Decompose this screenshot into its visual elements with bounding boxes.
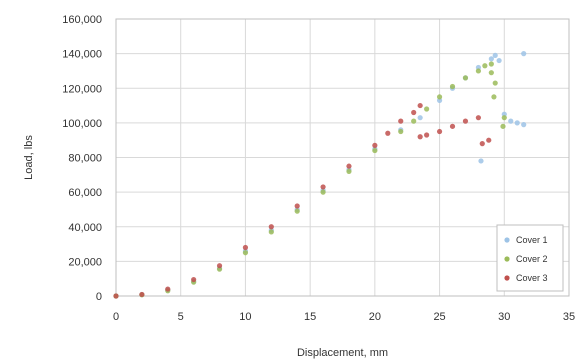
- data-point: [486, 137, 492, 143]
- x-axis-ticks: 0 5 10 15 20 25 30 35: [113, 311, 575, 323]
- series-3: [113, 102, 492, 299]
- data-point: [479, 141, 485, 147]
- y-tick-label: 20,000: [68, 256, 102, 268]
- data-point: [424, 106, 430, 112]
- x-axis-label: Displacement, mm: [297, 347, 388, 359]
- y-tick-label: 0: [96, 291, 102, 303]
- data-point: [139, 291, 145, 298]
- data-point: [478, 158, 484, 164]
- data-point: [113, 293, 119, 299]
- x-tick-label: 15: [304, 311, 316, 323]
- data-point: [372, 142, 378, 148]
- data-point: [492, 52, 498, 58]
- data-point: [449, 83, 456, 90]
- data-point: [436, 94, 443, 100]
- data-point: [436, 128, 443, 135]
- legend-marker: [504, 237, 510, 243]
- plot-area: [115, 18, 570, 297]
- data-point: [492, 80, 498, 86]
- data-point: [320, 184, 326, 190]
- data-point: [294, 208, 300, 214]
- x-tick-label: 25: [433, 311, 445, 323]
- data-point: [268, 229, 274, 235]
- y-axis-label: Load, lbs: [23, 135, 35, 180]
- legend-item: Cover 2: [516, 254, 548, 264]
- data-point: [488, 70, 494, 76]
- series-2: [113, 61, 507, 299]
- y-tick-label: 120,000: [62, 83, 102, 95]
- data-point: [424, 132, 430, 138]
- data-point: [521, 122, 527, 128]
- x-tick-label: 35: [563, 311, 575, 323]
- data-point: [216, 263, 223, 269]
- data-point: [491, 94, 497, 100]
- y-tick-label: 140,000: [62, 49, 102, 61]
- data-point: [417, 115, 423, 121]
- data-point: [500, 123, 506, 129]
- legend: Cover 1 Cover 2 Cover 3: [496, 224, 564, 292]
- x-tick-label: 10: [239, 311, 251, 323]
- data-point: [449, 123, 456, 129]
- data-point: [411, 118, 417, 124]
- x-tick-label: 20: [369, 311, 381, 323]
- data-point: [165, 286, 171, 292]
- data-point: [372, 147, 378, 154]
- data-point: [268, 224, 274, 230]
- legend-marker: [504, 256, 510, 262]
- data-point: [346, 168, 352, 174]
- data-point: [398, 128, 404, 135]
- x-tick-label: 30: [498, 311, 510, 323]
- x-tick-label: 5: [178, 311, 184, 323]
- y-axis-ticks: 0 20,000 40,000 60,000 80,000 100,000 120,000 1…: [62, 14, 102, 303]
- grid-lines: [115, 18, 570, 297]
- y-tick-label: 160,000: [62, 14, 102, 26]
- y-tick-label: 40,000: [68, 222, 102, 234]
- data-point: [514, 120, 520, 126]
- y-tick-label: 80,000: [68, 153, 102, 165]
- data-point: [242, 250, 249, 256]
- data-point: [417, 102, 423, 109]
- series-layer: [113, 51, 527, 299]
- data-point: [475, 115, 481, 121]
- data-point: [411, 109, 417, 116]
- data-point: [242, 244, 249, 251]
- data-point: [488, 61, 494, 67]
- data-point: [501, 115, 507, 121]
- legend-marker: [504, 275, 510, 281]
- data-point: [482, 63, 488, 69]
- data-point: [496, 57, 502, 64]
- data-point: [385, 130, 391, 136]
- data-point: [488, 56, 494, 62]
- data-point: [462, 118, 469, 124]
- x-tick-label: 0: [113, 311, 119, 323]
- data-point: [294, 203, 300, 209]
- data-point: [191, 276, 197, 283]
- data-point: [462, 75, 469, 81]
- data-point: [320, 189, 326, 195]
- legend-item: Cover 1: [516, 235, 548, 245]
- y-tick-label: 60,000: [68, 187, 102, 199]
- legend-item: Cover 3: [516, 273, 548, 283]
- y-tick-label: 100,000: [62, 118, 102, 130]
- data-point: [508, 118, 514, 124]
- data-point: [398, 118, 404, 124]
- data-point: [417, 134, 423, 140]
- data-point: [475, 68, 481, 74]
- data-point: [521, 51, 527, 57]
- data-point: [346, 163, 352, 169]
